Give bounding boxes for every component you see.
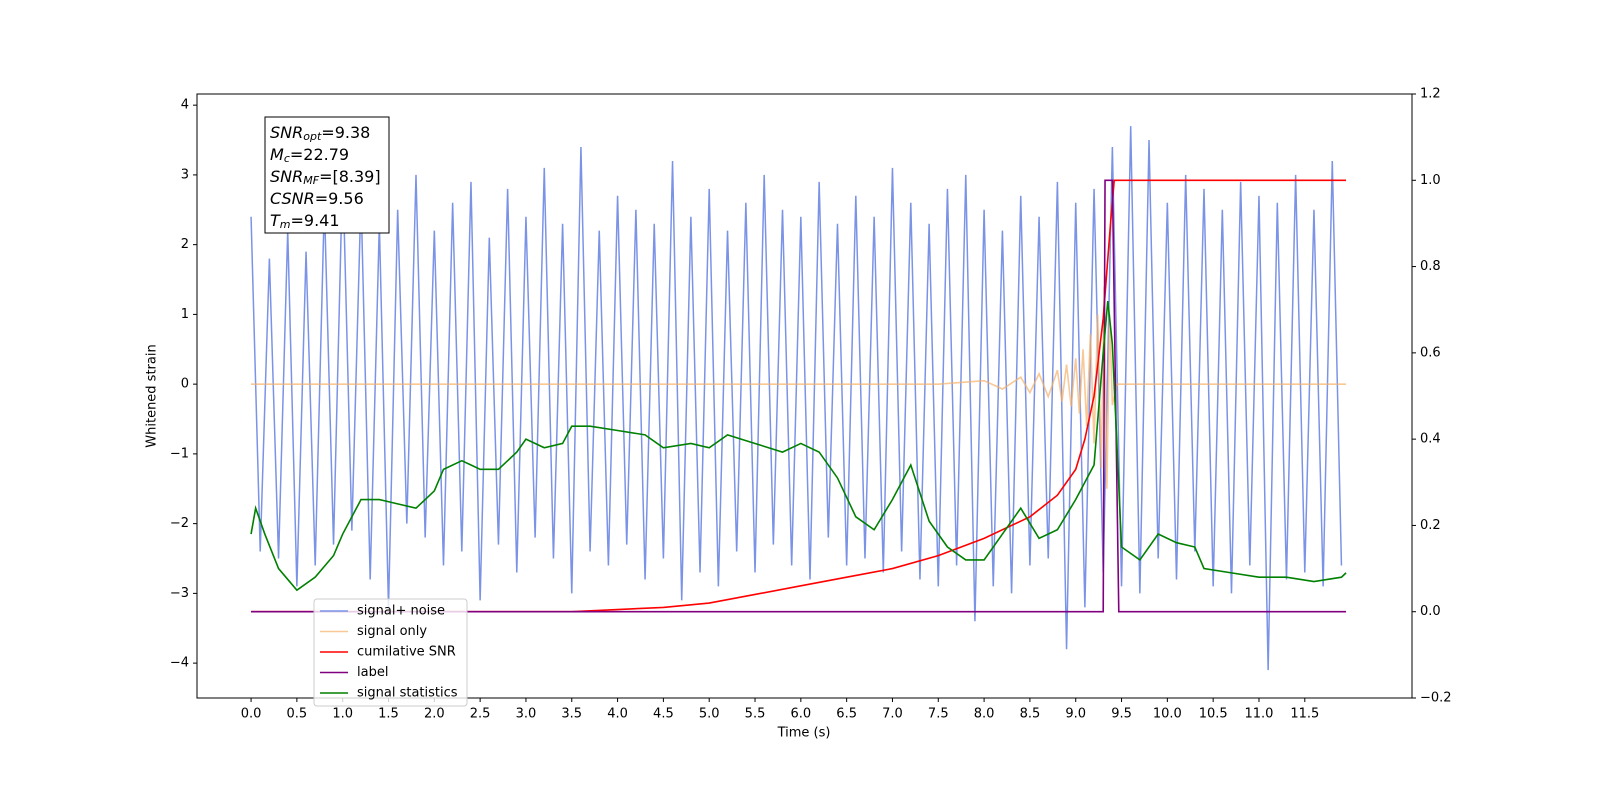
x-tick-label: 8.0 xyxy=(974,707,995,722)
annotation-main: SNR xyxy=(270,167,303,186)
x-tick-label: 3.5 xyxy=(561,707,582,722)
y2-tick-label: 0.6 xyxy=(1420,345,1441,360)
x-tick-label: 11.0 xyxy=(1245,707,1274,722)
x-tick-label: 4.0 xyxy=(607,707,628,722)
annotation-main: CSNR xyxy=(270,189,315,208)
y-tick-label: 4 xyxy=(181,98,189,113)
x-tick-label: 0.0 xyxy=(241,707,262,722)
y-tick-label: 0 xyxy=(181,377,189,392)
y2-tick-label: 0.8 xyxy=(1420,259,1441,274)
legend-label: label xyxy=(357,665,388,680)
y-tick-label: −2 xyxy=(170,516,189,531)
x-tick-label: 11.5 xyxy=(1290,707,1319,722)
x-tick-label: 6.0 xyxy=(790,707,811,722)
annotation: SNRMF=[8.39] xyxy=(270,167,381,188)
x-tick-label: 1.0 xyxy=(332,707,353,722)
y2-tick-label: 0.0 xyxy=(1420,604,1441,619)
y-tick-label: 3 xyxy=(181,167,189,182)
y2-tick-label: 1.2 xyxy=(1420,87,1441,102)
y-tick-label: 1 xyxy=(181,307,189,322)
series-line xyxy=(251,286,1347,489)
x-tick-label: 2.5 xyxy=(470,707,491,722)
annotation-sub: MF xyxy=(303,174,319,187)
x-tick-label: 5.5 xyxy=(745,707,766,722)
x-tick-label: 5.0 xyxy=(699,707,720,722)
x-tick-label: 3.0 xyxy=(516,707,537,722)
series-line xyxy=(250,126,1343,671)
annotation-main: M xyxy=(270,145,284,164)
y-tick-label: 2 xyxy=(181,237,189,252)
y2-tick-label: −0.2 xyxy=(1420,691,1452,706)
x-tick-label: 9.0 xyxy=(1065,707,1086,722)
x-tick-label: 7.5 xyxy=(928,707,949,722)
legend-box xyxy=(313,598,468,707)
legend-label: cumilative SNR xyxy=(357,645,456,660)
y2-tick-label: 0.4 xyxy=(1420,432,1441,447)
legend-label: signal+ noise xyxy=(357,604,445,619)
annotation-rest: =[8.39] xyxy=(319,167,381,186)
y2-tick-label: 0.2 xyxy=(1420,518,1441,533)
series-line xyxy=(251,179,1347,613)
annotation: Tm=9.41 xyxy=(270,211,340,232)
annotation: Mc=22.79 xyxy=(270,145,349,166)
y-axis-label: Whitened strain xyxy=(145,344,160,447)
x-tick-label: 4.5 xyxy=(653,707,674,722)
annotation-rest: =22.79 xyxy=(290,145,349,164)
annotation-main: T xyxy=(270,211,281,230)
annotation: CSNR=9.56 xyxy=(270,189,364,208)
x-tick-label: 9.5 xyxy=(1111,707,1132,722)
x-tick-label: 8.5 xyxy=(1020,707,1041,722)
y-tick-label: −1 xyxy=(170,446,189,461)
legend-label: signal only xyxy=(357,624,427,639)
y-tick-label: −3 xyxy=(170,586,189,601)
annotation-box xyxy=(264,116,390,234)
x-axis-label: Time (s) xyxy=(777,726,831,741)
annotation-rest: =9.41 xyxy=(291,211,340,230)
annotation: SNRopt=9.38 xyxy=(270,123,370,144)
plot-frame xyxy=(196,93,1413,699)
annotation-sub: m xyxy=(280,218,291,231)
y2-tick-label: 1.0 xyxy=(1420,173,1441,188)
y-tick-label: −4 xyxy=(170,656,189,671)
annotation-rest: =9.56 xyxy=(315,189,364,208)
series-line xyxy=(251,179,1347,613)
series-line xyxy=(250,301,1347,592)
x-tick-label: 10.5 xyxy=(1199,707,1228,722)
x-tick-label: 10.0 xyxy=(1153,707,1182,722)
annotation-main: SNR xyxy=(270,123,303,142)
annotation-sub: opt xyxy=(303,130,322,143)
x-tick-label: 2.0 xyxy=(424,707,445,722)
annotation-rest: =9.38 xyxy=(321,123,370,142)
annotation-sub: c xyxy=(284,152,290,165)
x-tick-label: 1.5 xyxy=(378,707,399,722)
x-tick-label: 7.0 xyxy=(882,707,903,722)
x-tick-label: 0.5 xyxy=(287,707,308,722)
legend-label: signal statistics xyxy=(357,686,458,701)
x-tick-label: 6.5 xyxy=(836,707,857,722)
